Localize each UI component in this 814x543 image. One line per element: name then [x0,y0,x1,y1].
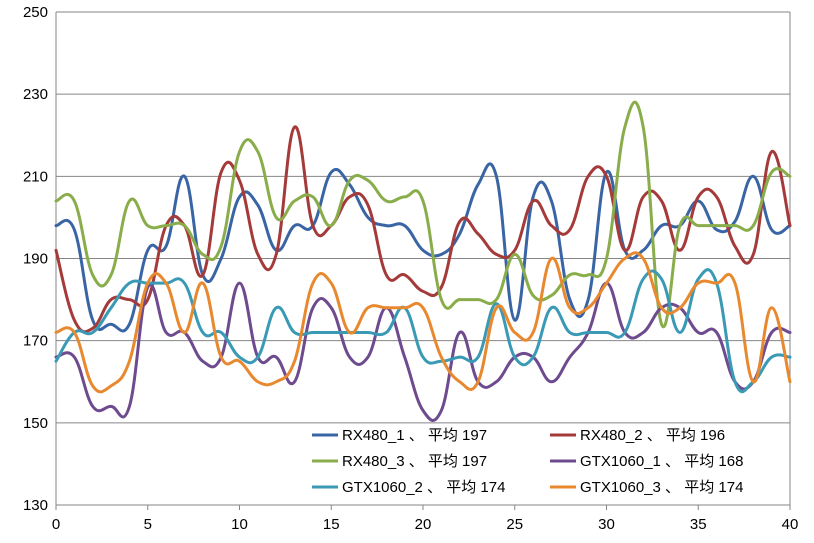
y-tick-label: 170 [23,333,48,350]
series-line-rx480-3 [54,100,792,329]
y-tick-label: 150 [23,415,48,432]
x-tick-label: 15 [323,516,340,533]
legend-label-gtx1060-2: GTX1060_2 、 平均 174 [342,479,505,496]
legend-label-gtx1060-1: GTX1060_1 、 平均 168 [580,453,743,470]
x-tick-label: 5 [144,516,152,533]
x-tick-label: 20 [415,516,432,533]
x-tick-label: 40 [782,516,799,533]
y-tick-label: 250 [23,4,48,21]
x-tick-label: 0 [52,516,60,533]
y-tick-label: 210 [23,168,48,185]
x-tick-label: 35 [690,516,707,533]
legend: RX480_1 、 平均 197 RX480_2 、 平均 196 RX480_3 … [312,427,743,496]
series-line-gtx1060-1 [54,281,792,422]
axes [55,12,791,510]
legend-label-rx480-2: RX480_2 、 平均 196 [580,427,725,444]
gridlines [56,11,790,506]
y-tick-label: 190 [23,251,48,268]
series-line-gtx1060-2 [54,268,792,394]
x-tick-label: 30 [598,516,615,533]
legend-label-rx480-1: RX480_1 、 平均 197 [342,427,487,444]
legend-label-rx480-3: RX480_3 、 平均 197 [342,453,487,470]
x-tick-label: 25 [506,516,523,533]
y-tick-label: 230 [23,86,48,103]
series-line-gtx1060-3 [54,251,792,394]
series-lines [54,100,792,422]
x-tick-label: 10 [231,516,248,533]
y-tick-label: 130 [23,497,48,514]
tick-labels: 130 150 170 190 210 230 250 0 5 10 15 20 25 30 35 40 [23,4,798,533]
legend-label-gtx1060-3: GTX1060_3 、 平均 174 [580,479,743,496]
